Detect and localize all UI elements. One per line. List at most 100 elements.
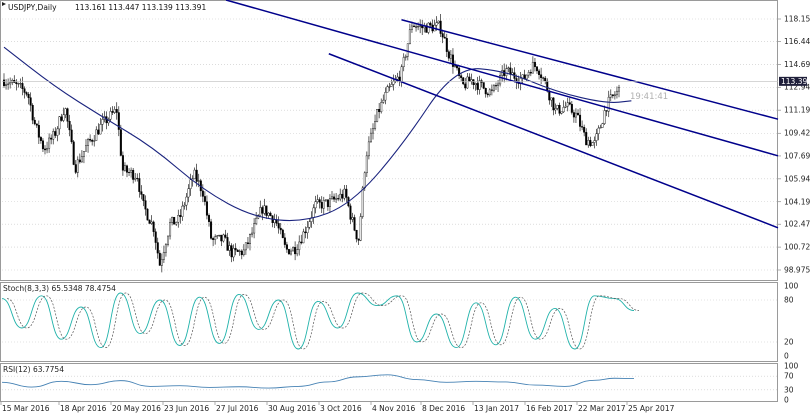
candle-bear xyxy=(78,159,81,163)
main-plot-layers xyxy=(2,0,779,273)
candle-bull xyxy=(560,111,563,114)
candle-bull xyxy=(244,242,247,251)
candle-bear xyxy=(277,223,280,229)
price-tick-label: 114.690 xyxy=(784,60,810,69)
stoch-axis: 100 80 20 0 xyxy=(1,282,799,361)
candle-bull xyxy=(242,249,245,256)
candle-bear xyxy=(230,245,233,258)
price-axis[interactable]: 118.155 116.440 114.690 112.940 111.190 109.4… xyxy=(778,15,810,275)
candle-bear xyxy=(148,219,151,224)
candle-bear xyxy=(472,79,475,85)
candle-bear xyxy=(154,231,157,243)
candle-bull xyxy=(76,159,79,173)
candle-bear xyxy=(117,112,120,130)
candle-bull xyxy=(328,198,331,207)
candle-bear xyxy=(445,38,448,52)
candle-bull xyxy=(564,105,567,108)
candle-bull xyxy=(374,121,377,129)
candle-bull xyxy=(218,234,221,237)
candle-bull xyxy=(615,90,618,96)
candle-bear xyxy=(152,221,155,232)
stoch-signal-line xyxy=(6,292,640,350)
candle-bull xyxy=(17,83,20,85)
candle-bear xyxy=(533,61,536,68)
candle-bear xyxy=(495,85,498,87)
candle-bull xyxy=(427,22,430,33)
candle-bull xyxy=(189,179,192,189)
candle-bull xyxy=(501,70,504,76)
candle-bull xyxy=(609,94,612,98)
candle-bull xyxy=(222,234,225,242)
candle-bull xyxy=(214,236,217,240)
candle-bull xyxy=(618,87,621,92)
candle-bull xyxy=(169,222,172,237)
candle-bear xyxy=(21,83,24,89)
time-label: 20 May 2016 xyxy=(112,404,161,413)
candle-bear xyxy=(210,221,213,239)
time-label: 22 Mar 2017 xyxy=(578,404,626,413)
rsi-tick-label: 100 xyxy=(784,362,799,371)
candle-bear xyxy=(568,102,571,105)
candle-bear xyxy=(195,169,198,182)
candle-bear xyxy=(482,82,485,89)
candle-bull xyxy=(525,74,528,80)
candle-bull xyxy=(396,76,399,80)
candle-bull xyxy=(419,25,422,27)
candle-bull xyxy=(48,137,51,149)
candle-bull xyxy=(290,250,293,255)
candle-bull xyxy=(52,131,55,140)
candle-bull xyxy=(298,241,301,250)
candle-bull xyxy=(46,148,49,151)
stoch-label: Stoch(8,3,3) 65.5348 78.4754 xyxy=(3,284,116,293)
candle-bear xyxy=(158,252,161,266)
candle-bear xyxy=(91,140,94,142)
candle-bear xyxy=(355,230,358,240)
candle-bear xyxy=(246,242,249,245)
candle-bear xyxy=(413,25,416,27)
candle-bull xyxy=(64,108,67,116)
time-axis[interactable]: 15 Mar 2016 18 Apr 2016 20 May 2016 23 Jun … xyxy=(0,402,675,413)
candle-bull xyxy=(587,140,590,146)
candle-bear xyxy=(41,140,44,150)
candle-bull xyxy=(601,123,604,128)
candle-bull xyxy=(316,199,319,202)
candle-bull xyxy=(296,249,299,255)
candle-bear xyxy=(439,20,442,34)
candle-bull xyxy=(499,75,502,85)
candle-bull xyxy=(197,180,200,182)
candle-bull xyxy=(404,56,407,58)
candle-bull xyxy=(253,223,256,234)
time-label: 15 Mar 2016 xyxy=(2,404,50,413)
main-pane-frame xyxy=(0,0,778,281)
candle-bear xyxy=(115,109,118,113)
candle-bear xyxy=(54,131,57,136)
candle-bull xyxy=(380,102,383,113)
candle-bull xyxy=(562,107,565,113)
candle-bull xyxy=(175,222,178,225)
trend-channel-line[interactable] xyxy=(401,18,779,120)
candle-bear xyxy=(146,208,149,221)
candle-bull xyxy=(113,109,116,113)
candle-bear xyxy=(50,137,53,140)
candle-bear xyxy=(464,83,467,89)
moving-average-line[interactable] xyxy=(3,46,632,222)
candle-bull xyxy=(402,57,405,67)
candle-bull xyxy=(84,145,87,152)
price-tick-label: 104.190 xyxy=(784,197,810,206)
price-tick-label: 100.725 xyxy=(784,243,810,252)
candle-bull xyxy=(164,244,167,253)
candle-bear xyxy=(468,76,471,82)
current-price-tag: 113.391 xyxy=(779,76,810,86)
candle-bear xyxy=(529,72,532,74)
trend-channel-line[interactable] xyxy=(225,0,779,157)
candle-bear xyxy=(97,129,100,135)
candle-bull xyxy=(263,205,266,214)
candle-bear xyxy=(285,244,288,250)
candle-bear xyxy=(443,36,446,39)
candle-bear xyxy=(279,227,282,231)
candle-bear xyxy=(333,196,336,200)
candle-bear xyxy=(605,110,608,112)
trend-channel-line[interactable] xyxy=(328,53,779,229)
